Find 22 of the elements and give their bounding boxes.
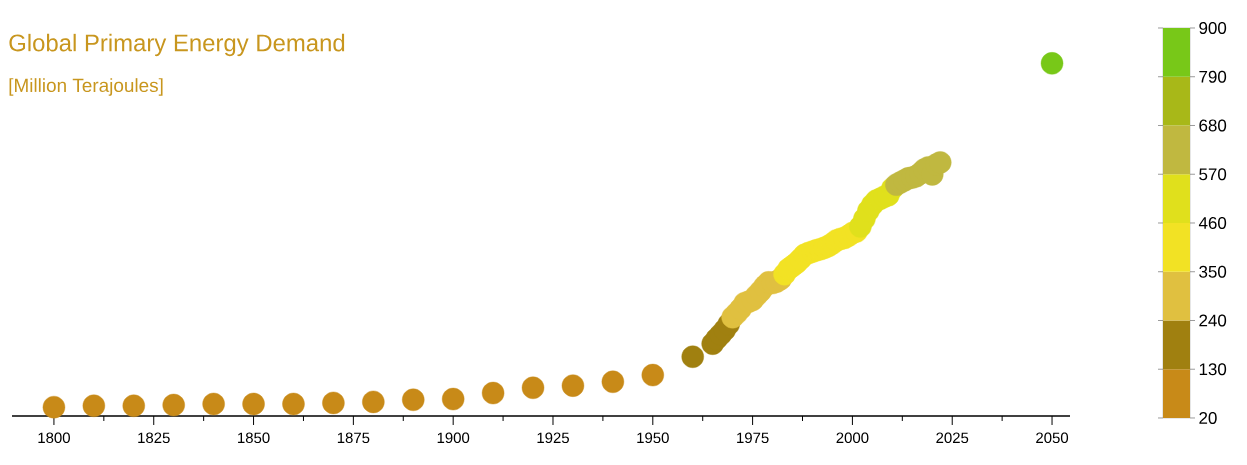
x-tick-label: 2000 (836, 432, 869, 444)
x-tick-label: 1950 (637, 432, 669, 444)
x-tick-label: 2050 (1036, 432, 1069, 444)
chart-title: Global Primary Energy Demand (9, 33, 345, 57)
color-bar-label: 680 (1199, 119, 1227, 132)
x-tick-label: 1875 (337, 432, 370, 444)
color-bar-label: 350 (1199, 265, 1227, 278)
x-tick-label: 1850 (238, 432, 270, 444)
x-tick-label: 1900 (437, 432, 470, 444)
x-tick-label: 1975 (737, 432, 769, 444)
color-bar-label: 900 (1199, 21, 1227, 34)
color-bar-label: 130 (1199, 363, 1227, 376)
x-tick-label: 1800 (38, 432, 70, 444)
text: [Million Terajoules] (9, 78, 163, 96)
x-tick-label: 1925 (537, 432, 569, 444)
x-tick-label: 1825 (138, 432, 170, 444)
color-bar-label: 460 (1198, 216, 1227, 229)
color-bar-label: 20 (1199, 411, 1217, 424)
color-bar-label: 570 (1199, 168, 1227, 181)
color-bar-label: 790 (1199, 70, 1227, 83)
color-bar-label: 240 (1199, 314, 1227, 327)
x-tick-label: 2025 (936, 432, 969, 444)
